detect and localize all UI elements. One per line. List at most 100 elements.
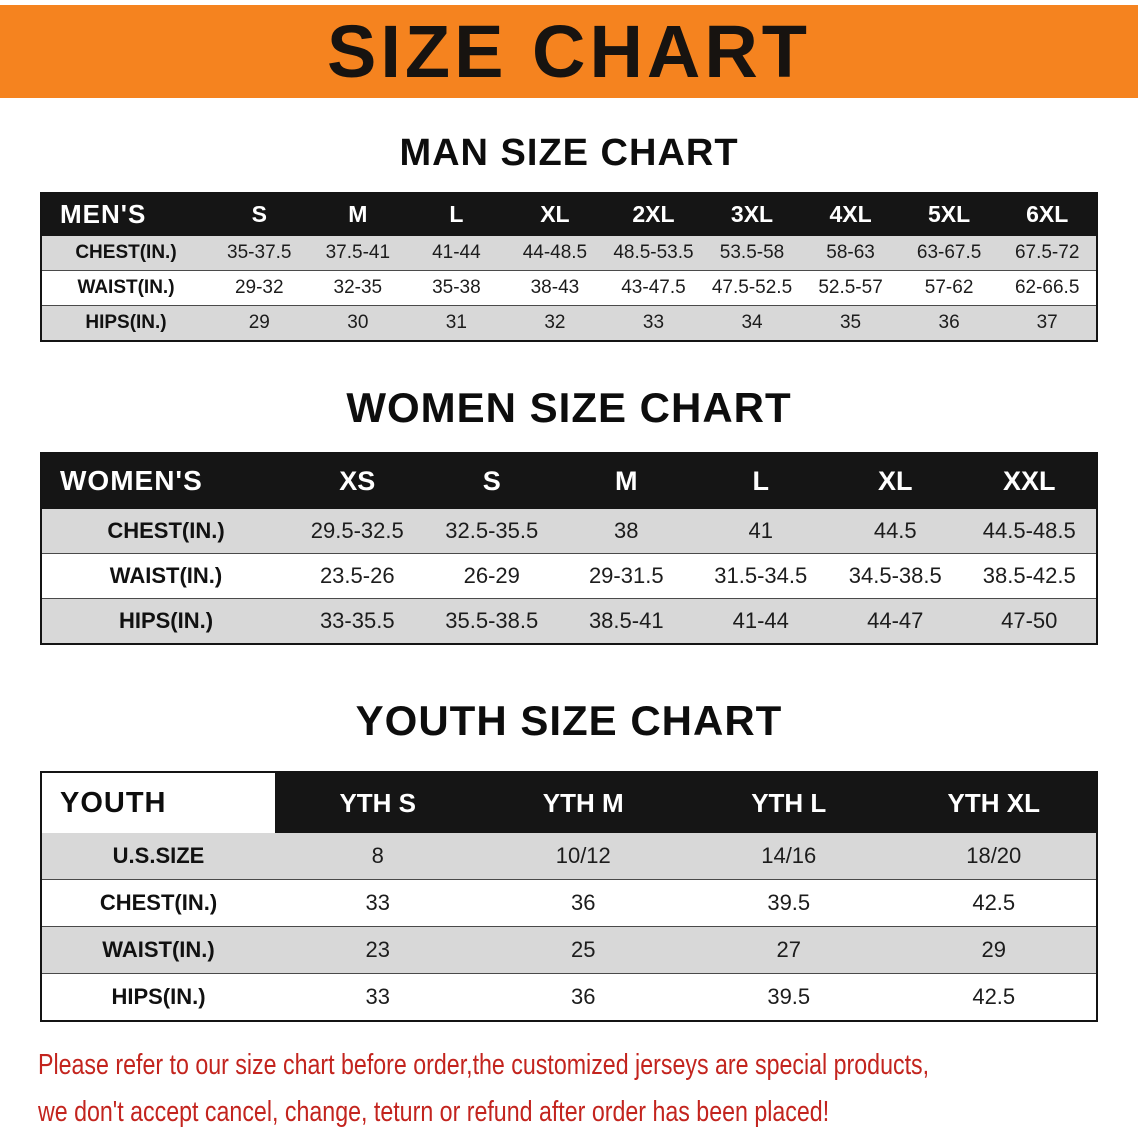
value-cell: 43-47.5 <box>604 270 703 306</box>
value-cell: 38-43 <box>505 270 605 306</box>
value-cell: 36 <box>480 879 686 928</box>
value-cell: 39.5 <box>686 973 892 1022</box>
size-header-cell: S <box>424 452 559 509</box>
size-header-cell: L <box>407 192 506 236</box>
value-cell: 29 <box>210 305 309 342</box>
value-cell: 41-44 <box>407 235 506 271</box>
value-cell: 33-35.5 <box>290 598 425 645</box>
table-row: HIPS(IN.) 29 30 31 32 33 34 35 36 37 <box>41 305 1097 342</box>
value-cell: 42.5 <box>891 973 1097 1022</box>
value-cell: 29-31.5 <box>559 553 694 599</box>
value-cell: 62-66.5 <box>998 270 1097 306</box>
value-cell: 31 <box>407 305 506 342</box>
table-row: CHEST(IN.) 33 36 39.5 42.5 <box>41 879 1097 928</box>
value-cell: 30 <box>308 305 408 342</box>
size-header-cell: YTH M <box>480 772 686 834</box>
size-header-cell: YTH L <box>686 772 892 834</box>
value-cell: 27 <box>686 926 892 975</box>
value-cell: 33 <box>275 879 481 928</box>
size-header-cell: YTH XL <box>891 772 1097 834</box>
order-notice: Please refer to our size chart before or… <box>38 1042 1100 1132</box>
table-row: WAIST(IN.) 23 25 27 29 <box>41 926 1097 975</box>
row-label-cell: HIPS(IN.) <box>41 973 275 1022</box>
size-header-cell: 5XL <box>899 192 999 236</box>
value-cell: 35 <box>801 305 900 342</box>
size-header-cell: S <box>210 192 309 236</box>
row-label-cell: WAIST(IN.) <box>41 926 275 975</box>
table-row: HIPS(IN.) 33-35.5 35.5-38.5 38.5-41 41-44 44-… <box>41 598 1097 645</box>
value-cell: 10/12 <box>480 833 686 881</box>
table-header-row: YOUTH YTH S YTH M YTH L YTH XL <box>41 772 1097 834</box>
row-label-cell: CHEST(IN.) <box>41 235 210 271</box>
value-cell: 34.5-38.5 <box>828 553 963 599</box>
value-cell: 32-35 <box>308 270 408 306</box>
size-header-cell: YTH S <box>275 772 481 834</box>
value-cell: 29.5-32.5 <box>290 508 425 554</box>
value-cell: 36 <box>480 973 686 1022</box>
table-row: CHEST(IN.) 35-37.5 37.5-41 41-44 44-48.5 48.5… <box>41 235 1097 271</box>
youth-section-heading: YOUTH SIZE CHART <box>355 696 783 744</box>
table-title-cell: WOMEN'S <box>41 452 290 509</box>
value-cell: 41-44 <box>693 598 828 645</box>
notice-line-2: we don't accept cancel, change, teturn o… <box>38 1095 830 1128</box>
size-header-cell: XS <box>290 452 425 509</box>
size-header-cell: 4XL <box>801 192 900 236</box>
value-cell: 31.5-34.5 <box>693 553 828 599</box>
value-cell: 33 <box>604 305 703 342</box>
value-cell: 36 <box>899 305 999 342</box>
value-cell: 32.5-35.5 <box>424 508 559 554</box>
value-cell: 41 <box>693 508 828 554</box>
section-women: WOMEN SIZE CHART WOMEN'S XS S M L XL XXL CHEST(… <box>0 384 1138 645</box>
banner: SIZE CHART <box>0 5 1138 98</box>
table-title-cell: MEN'S <box>41 192 210 236</box>
size-header-cell: M <box>559 452 694 509</box>
value-cell: 25 <box>480 926 686 975</box>
value-cell: 67.5-72 <box>998 235 1097 271</box>
value-cell: 58-63 <box>801 235 900 271</box>
value-cell: 39.5 <box>686 879 892 928</box>
size-header-cell: XL <box>505 192 605 236</box>
section-men: MAN SIZE CHART MEN'S S M L XL 2XL 3XL 4XL 5XL 6XL… <box>0 132 1138 342</box>
table-row: U.S.SIZE 8 10/12 14/16 18/20 <box>41 833 1097 881</box>
row-label-cell: CHEST(IN.) <box>41 508 290 554</box>
value-cell: 34 <box>702 305 802 342</box>
size-header-cell: 2XL <box>604 192 703 236</box>
row-label-cell: HIPS(IN.) <box>41 305 210 342</box>
value-cell: 44.5-48.5 <box>962 508 1097 554</box>
table-row: WAIST(IN.) 29-32 32-35 35-38 38-43 43-47.5 47.… <box>41 270 1097 306</box>
value-cell: 48.5-53.5 <box>604 235 703 271</box>
value-cell: 38 <box>559 508 694 554</box>
table-title-cell: YOUTH <box>41 772 275 834</box>
value-cell: 26-29 <box>424 553 559 599</box>
row-label-cell: CHEST(IN.) <box>41 879 275 928</box>
row-label-cell: U.S.SIZE <box>41 833 275 881</box>
value-cell: 52.5-57 <box>801 270 900 306</box>
value-cell: 18/20 <box>891 833 1097 881</box>
section-youth: YOUTH SIZE CHART YOUTH YTH S YTH M YTH L YTH… <box>0 696 1138 1023</box>
value-cell: 29 <box>891 926 1097 975</box>
table-header-row: WOMEN'S XS S M L XL XXL <box>41 452 1097 509</box>
row-label-cell: HIPS(IN.) <box>41 598 290 645</box>
value-cell: 35-37.5 <box>210 235 309 271</box>
value-cell: 63-67.5 <box>899 235 999 271</box>
value-cell: 23.5-26 <box>290 553 425 599</box>
youth-size-table: YOUTH YTH S YTH M YTH L YTH XL U.S.SIZE 8 10/12… <box>40 771 1098 1023</box>
value-cell: 33 <box>275 973 481 1022</box>
value-cell: 37 <box>998 305 1097 342</box>
value-cell: 32 <box>505 305 605 342</box>
women-section-heading: WOMEN SIZE CHART <box>346 383 792 431</box>
men-size-table: MEN'S S M L XL 2XL 3XL 4XL 5XL 6XL CHEST(IN.) 35-37… <box>40 191 1098 342</box>
value-cell: 47.5-52.5 <box>702 270 802 306</box>
size-header-cell: 6XL <box>998 192 1097 236</box>
row-label-cell: WAIST(IN.) <box>41 553 290 599</box>
value-cell: 23 <box>275 926 481 975</box>
size-header-cell: L <box>693 452 828 509</box>
value-cell: 14/16 <box>686 833 892 881</box>
value-cell: 42.5 <box>891 879 1097 928</box>
value-cell: 35-38 <box>407 270 506 306</box>
row-label-cell: WAIST(IN.) <box>41 270 210 306</box>
table-row: HIPS(IN.) 33 36 39.5 42.5 <box>41 973 1097 1022</box>
size-header-cell: 3XL <box>702 192 802 236</box>
value-cell: 35.5-38.5 <box>424 598 559 645</box>
